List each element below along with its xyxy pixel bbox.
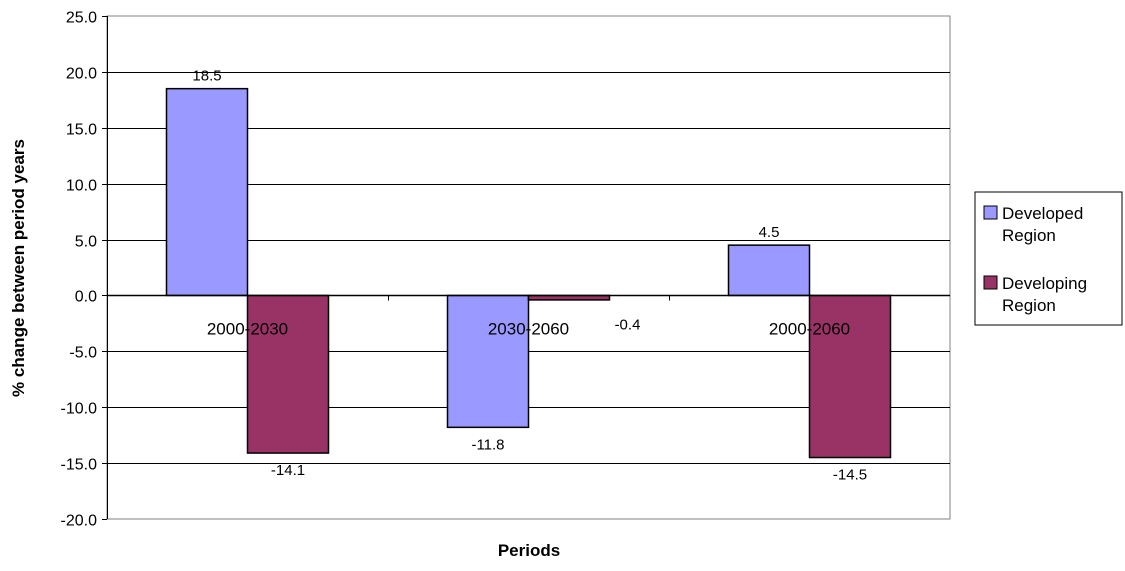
category-label: 2030-2060 xyxy=(488,319,569,338)
y-tick-label: 5.0 xyxy=(75,234,97,251)
x-axis-label: Periods xyxy=(498,541,560,560)
bar xyxy=(808,294,892,459)
bar xyxy=(727,244,811,297)
axes xyxy=(102,16,950,520)
legend: Developed Region Developing Region xyxy=(974,191,1123,326)
bar xyxy=(446,294,530,429)
legend-swatch xyxy=(983,205,998,220)
legend-label: Developing Region xyxy=(1002,274,1087,315)
category-label: 2000-2030 xyxy=(207,319,288,338)
y-tick-label: 0.0 xyxy=(75,289,97,306)
data-label: -11.8 xyxy=(471,436,504,453)
y-tick-label: -5.0 xyxy=(69,345,97,362)
data-label: -14.5 xyxy=(833,467,867,484)
y-tick-labels: 25.0 20.0 15.0 10.0 5.0 0.0 -5.0 -10.0 -15.0 -20.… xyxy=(61,10,98,530)
y-tick-label: -20.0 xyxy=(61,513,98,530)
data-label: 18.5 xyxy=(192,68,221,85)
data-labels: 18.5 -14.1 -11.8 -0.4 4.5 -14.5 xyxy=(192,68,867,484)
y-tick-label: -15.0 xyxy=(61,457,98,474)
data-label: 4.5 xyxy=(759,224,780,241)
bar xyxy=(246,294,330,454)
y-tick-label: 10.0 xyxy=(66,178,97,195)
legend-swatch xyxy=(983,275,998,290)
legend-box xyxy=(974,191,1123,326)
category-labels: 2000-2030 2030-2060 2000-2060 xyxy=(207,319,850,338)
data-label: -14.1 xyxy=(271,462,305,479)
data-label: -0.4 xyxy=(615,316,641,333)
bar xyxy=(165,87,249,297)
y-tick-label: 25.0 xyxy=(66,10,97,27)
y-tick-label: 20.0 xyxy=(66,66,97,83)
y-axis-label: % change between period years xyxy=(9,139,28,397)
legend-label: Developed Region xyxy=(1002,204,1083,245)
y-tick-label: 15.0 xyxy=(66,122,97,139)
y-tick-label: -10.0 xyxy=(61,401,98,418)
bars xyxy=(165,87,892,459)
category-label: 2000-2060 xyxy=(769,319,850,338)
